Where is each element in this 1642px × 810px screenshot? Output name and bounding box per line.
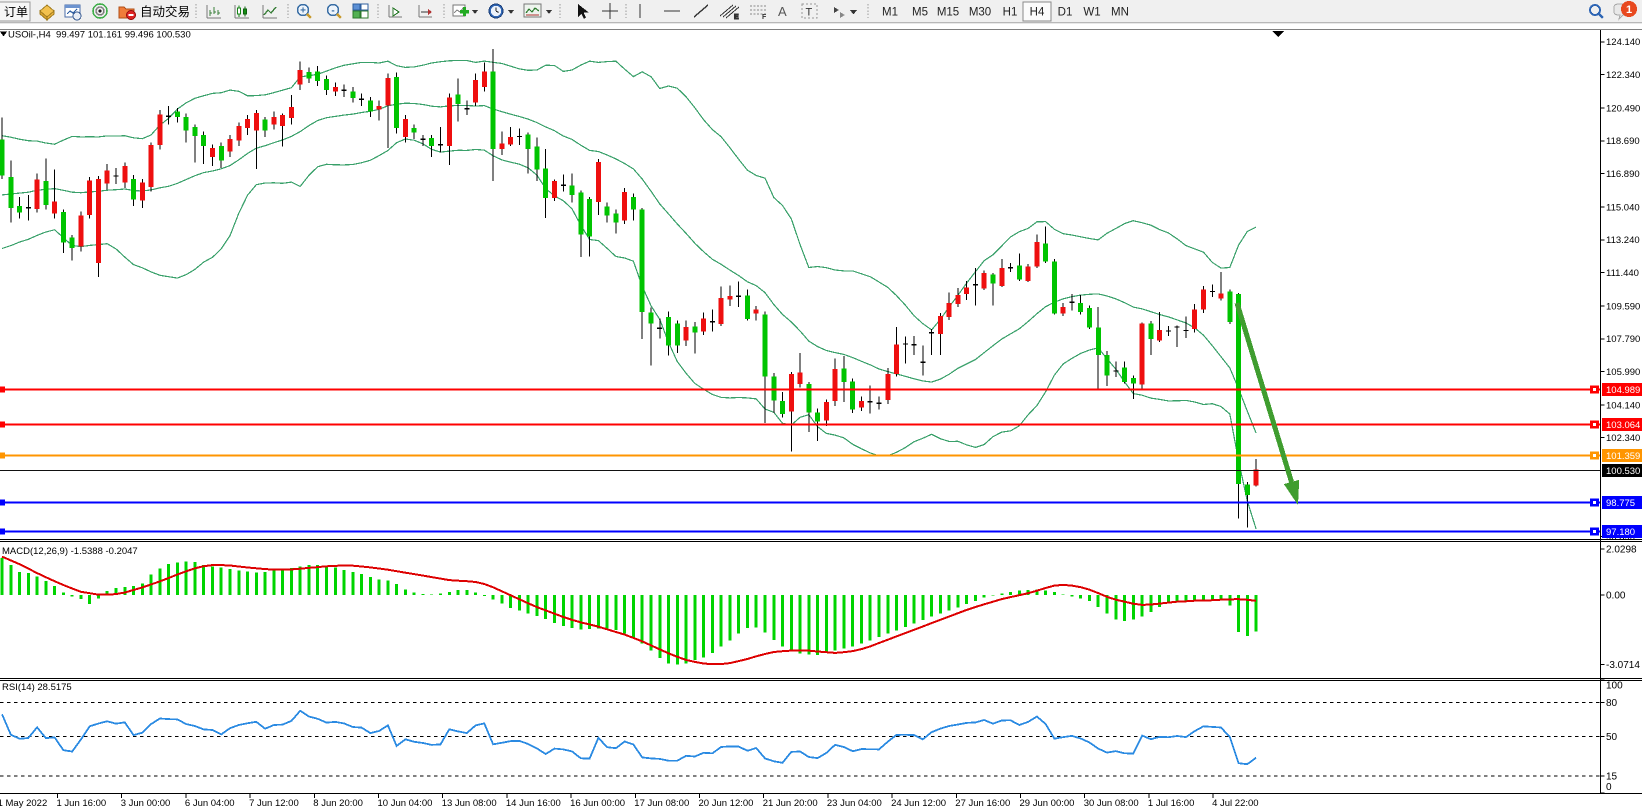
svg-text:27 Jun 16:00: 27 Jun 16:00 xyxy=(955,798,1010,809)
svg-text:103.064: 103.064 xyxy=(1606,420,1640,431)
svg-text:100: 100 xyxy=(1606,680,1623,691)
svg-text:+: + xyxy=(300,6,306,17)
svg-text:D1: D1 xyxy=(1058,7,1073,19)
svg-text:102.340: 102.340 xyxy=(1606,433,1640,444)
svg-text:118.690: 118.690 xyxy=(1606,136,1640,147)
svg-text:F: F xyxy=(762,14,767,21)
svg-text:A: A xyxy=(778,4,787,19)
svg-text:116.890: 116.890 xyxy=(1606,169,1640,180)
svg-text:M15: M15 xyxy=(937,7,959,19)
svg-text:订单: 订单 xyxy=(4,5,28,19)
svg-text:109.590: 109.590 xyxy=(1606,302,1640,313)
svg-text:7 Jun 12:00: 7 Jun 12:00 xyxy=(249,798,299,809)
svg-text:98.775: 98.775 xyxy=(1606,498,1635,509)
svg-text:101.359: 101.359 xyxy=(1606,451,1640,462)
svg-text:20 Jun 12:00: 20 Jun 12:00 xyxy=(699,798,754,809)
svg-text:120.490: 120.490 xyxy=(1606,104,1640,115)
svg-text:MACD(12,26,9) -1.5388 -0.2047: MACD(12,26,9) -1.5388 -0.2047 xyxy=(2,546,138,557)
svg-text:W1: W1 xyxy=(1083,7,1100,19)
svg-text:USOil-,H4 99.497 101.161 99.4: USOil-,H4 99.497 101.161 99.496 100.530 xyxy=(8,30,191,41)
svg-text:105.990: 105.990 xyxy=(1606,367,1640,378)
svg-text:115.040: 115.040 xyxy=(1606,203,1640,214)
svg-text:124.140: 124.140 xyxy=(1606,37,1640,48)
svg-text:100.530: 100.530 xyxy=(1606,466,1640,477)
svg-text:14 Jun 16:00: 14 Jun 16:00 xyxy=(506,798,561,809)
svg-text:-: - xyxy=(331,6,334,17)
svg-text:29 Jun 00:00: 29 Jun 00:00 xyxy=(1020,798,1075,809)
svg-text:1 Jun 16:00: 1 Jun 16:00 xyxy=(57,798,107,809)
svg-text:21 Jun 20:00: 21 Jun 20:00 xyxy=(763,798,818,809)
svg-text:M5: M5 xyxy=(912,7,928,19)
svg-text:0: 0 xyxy=(1606,782,1612,793)
svg-text:1: 1 xyxy=(1626,4,1632,16)
svg-text:122.340: 122.340 xyxy=(1606,70,1640,81)
svg-text:2.0298: 2.0298 xyxy=(1606,544,1637,555)
svg-text:104.989: 104.989 xyxy=(1606,385,1640,396)
svg-text:50: 50 xyxy=(1606,732,1618,743)
svg-text:97.180: 97.180 xyxy=(1606,527,1635,538)
svg-text:111.440: 111.440 xyxy=(1606,268,1639,279)
svg-text:M30: M30 xyxy=(969,7,991,19)
svg-text:107.790: 107.790 xyxy=(1606,334,1640,345)
svg-text:0.00: 0.00 xyxy=(1606,590,1626,601)
svg-text:8 Jun 20:00: 8 Jun 20:00 xyxy=(313,798,363,809)
svg-text:16 Jun 00:00: 16 Jun 00:00 xyxy=(570,798,625,809)
svg-text:113.240: 113.240 xyxy=(1606,235,1640,246)
svg-text:RSI(14) 28.5175: RSI(14) 28.5175 xyxy=(2,682,72,693)
svg-text:MN: MN xyxy=(1111,7,1129,19)
svg-text:23 Jun 04:00: 23 Jun 04:00 xyxy=(827,798,882,809)
svg-text:自动交易: 自动交易 xyxy=(140,4,190,19)
svg-text:-3.0714: -3.0714 xyxy=(1606,660,1640,671)
svg-text:31 May 2022: 31 May 2022 xyxy=(0,798,47,809)
svg-text:T: T xyxy=(806,7,813,19)
svg-text:10 Jun 04:00: 10 Jun 04:00 xyxy=(378,798,433,809)
svg-text:H4: H4 xyxy=(1030,7,1045,19)
svg-text:6 Jun 04:00: 6 Jun 04:00 xyxy=(185,798,235,809)
svg-text:4 Jul 22:00: 4 Jul 22:00 xyxy=(1212,798,1258,809)
svg-text:3 Jun 00:00: 3 Jun 00:00 xyxy=(121,798,171,809)
svg-text:13 Jun 08:00: 13 Jun 08:00 xyxy=(442,798,497,809)
svg-text:104.140: 104.140 xyxy=(1606,401,1640,412)
svg-text:80: 80 xyxy=(1606,698,1618,709)
svg-text:M1: M1 xyxy=(882,7,898,19)
svg-text:30 Jun 08:00: 30 Jun 08:00 xyxy=(1084,798,1139,809)
svg-text:H1: H1 xyxy=(1003,7,1018,19)
svg-text:24 Jun 12:00: 24 Jun 12:00 xyxy=(891,798,946,809)
svg-text:E: E xyxy=(734,14,739,21)
svg-text:1 Jul 16:00: 1 Jul 16:00 xyxy=(1148,798,1194,809)
svg-text:17 Jun 08:00: 17 Jun 08:00 xyxy=(634,798,689,809)
svg-text:15: 15 xyxy=(1606,771,1618,782)
